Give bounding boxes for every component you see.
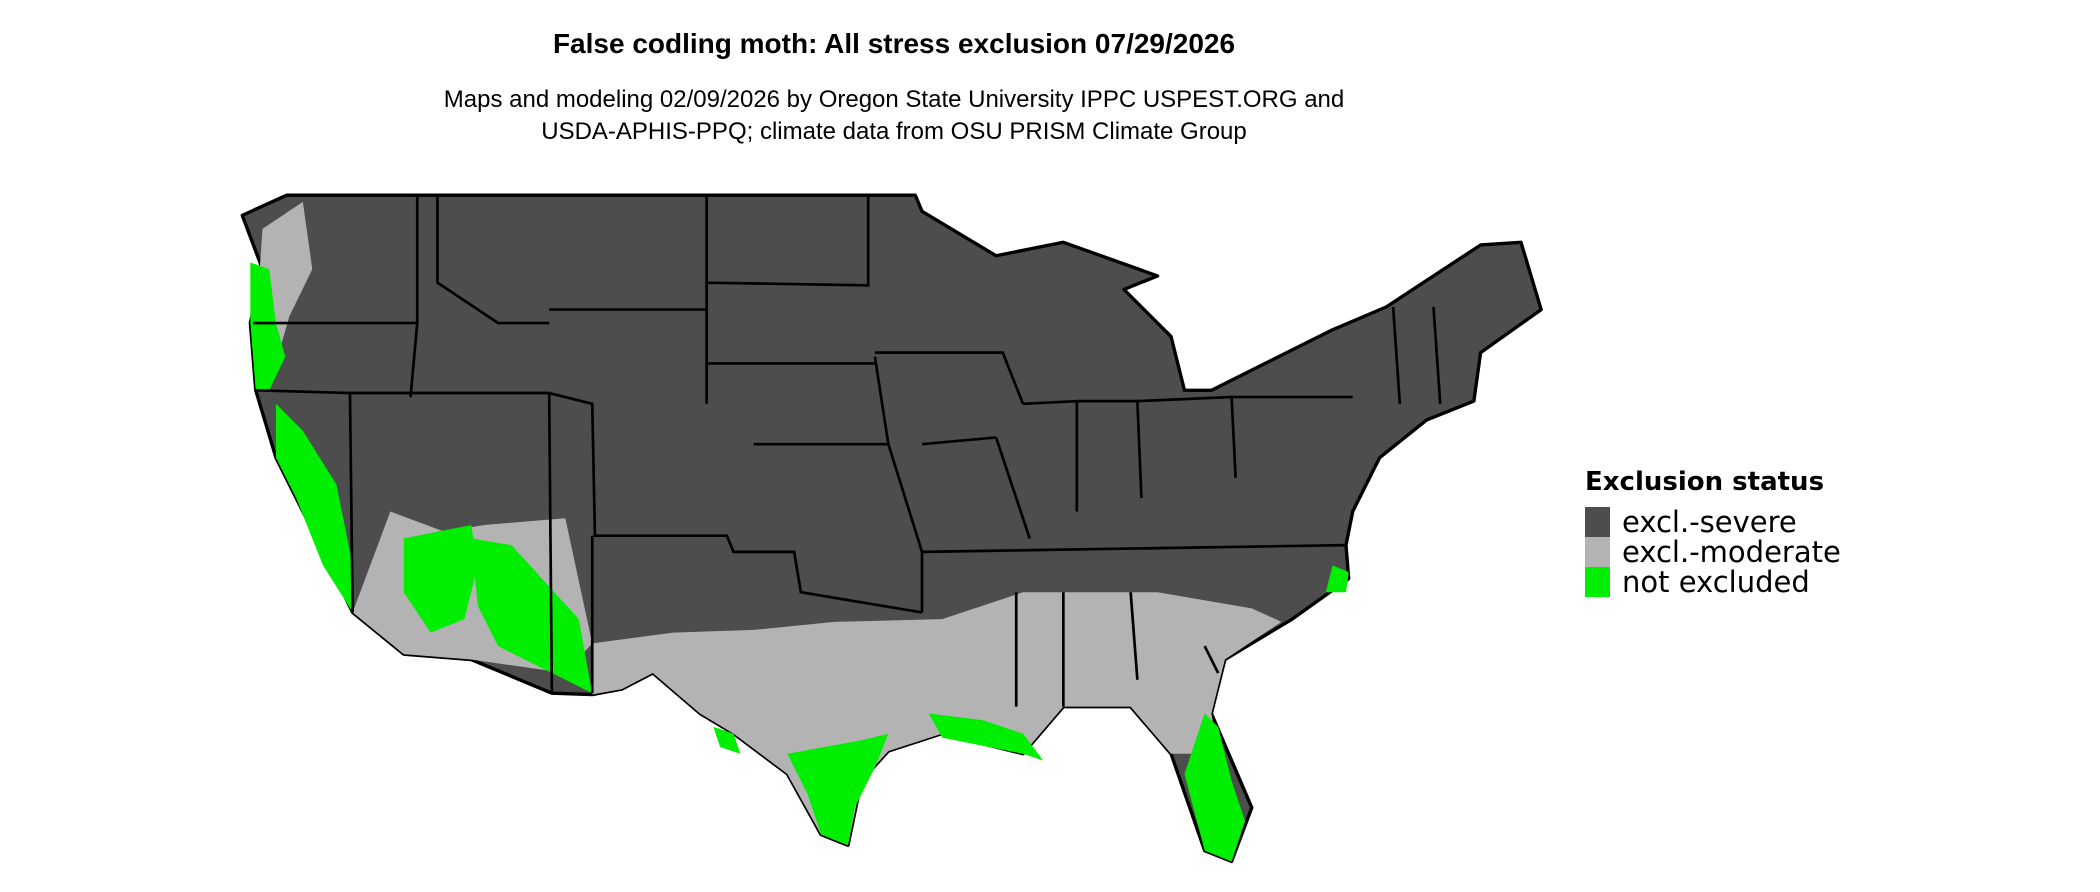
legend-label: not excluded [1622,565,1810,599]
legend-item-severe: excl.-severe [1585,505,1841,539]
legend-swatch-moderate [1585,537,1610,567]
legend-item-not-excluded: not excluded [1585,565,1841,599]
legend: Exclusion status excl.-severe excl.-mode… [1585,467,1841,599]
region-excl-severe [240,193,1543,864]
region-not-excluded [250,262,1349,862]
legend-label: excl.-severe [1622,505,1797,539]
legend-item-moderate: excl.-moderate [1585,535,1841,569]
legend-title: Exclusion status [1585,467,1825,497]
map-title: False codling moth: All stress exclusion… [552,28,1236,59]
legend-label: excl.-moderate [1622,535,1841,569]
subtitle-line-2: USDA-APHIS-PPQ; climate data from OSU PR… [541,118,1247,145]
subtitle-line-1: Maps and modeling 02/09/2026 by Oregon S… [443,86,1345,113]
legend-swatch-not-excluded [1585,567,1610,597]
legend-swatch-severe [1585,507,1610,537]
state-borders [253,195,1442,707]
map-subtitle: Maps and modeling 02/09/2026 by Oregon S… [0,84,1788,148]
